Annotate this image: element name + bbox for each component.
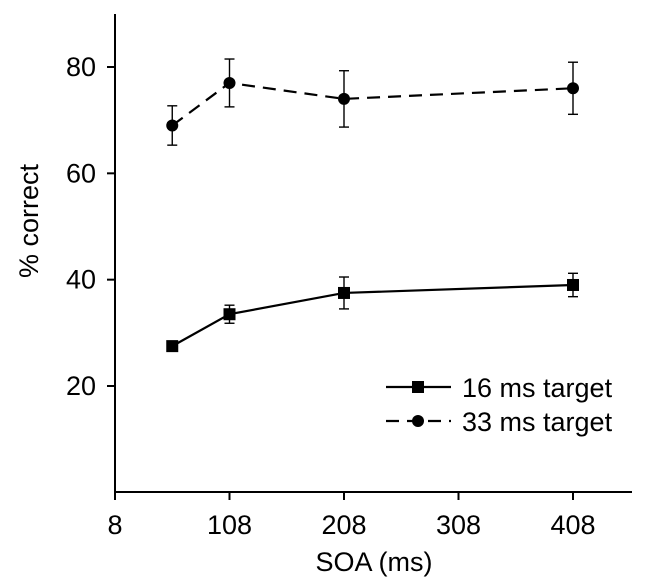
series-line [171,81,574,127]
plot-area [166,58,579,353]
y-tick-label-80: 80 [66,52,96,82]
axes [114,14,632,493]
y-tick-label-20: 20 [66,371,96,401]
x-tick-label-408: 408 [550,510,595,540]
data-point-circle [567,82,579,95]
x-ticks: 8 108 208 308 408 [107,492,596,540]
series-33ms [166,58,579,146]
series-16ms [166,272,579,353]
data-point-square [166,340,179,353]
legend-label-33ms: 33 ms target [462,407,613,437]
data-point-square [567,278,579,291]
x-tick-label-308: 308 [436,510,481,540]
legend-marker-33ms [412,415,424,427]
legend-marker-16ms [412,381,424,393]
x-tick-label-208: 208 [321,510,366,540]
x-tick-label-8: 8 [107,510,122,540]
y-ticks: 20 40 60 80 [66,52,115,401]
data-point-circle [223,76,236,89]
x-tick-label-108: 108 [207,510,252,540]
y-tick-label-40: 40 [66,265,96,295]
legend: 16 ms target 33 ms target [386,373,613,437]
data-point-square [223,308,236,321]
y-axis-title: % correct [14,163,44,278]
x-axis-title: SOA (ms) [315,547,432,577]
data-point-circle [166,119,179,132]
data-point-circle [338,92,350,105]
data-point-square [338,286,350,299]
y-tick-label-60: 60 [66,158,96,188]
series-line [171,283,574,348]
legend-label-16ms: 16 ms target [462,373,613,403]
